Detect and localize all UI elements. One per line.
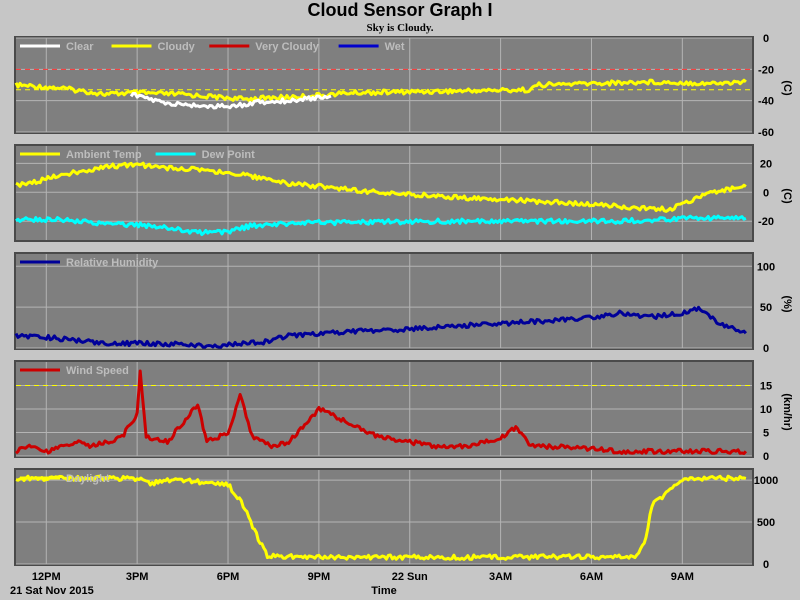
x-tick-label: 6AM <box>580 571 603 583</box>
plot-area-3 <box>16 254 752 348</box>
legend-label: Very Cloudy <box>255 41 319 53</box>
x-axis-start-date: 21 Sat Nov 2015 <box>10 585 94 597</box>
y-axis-unit: (C) <box>781 188 793 204</box>
legend-label: Clear <box>66 41 94 53</box>
series-line-daylight <box>15 474 747 561</box>
y-tick-label: 50 <box>760 302 772 314</box>
y-axis-unit: (C) <box>781 80 793 96</box>
y-tick-label: -60 <box>758 127 774 139</box>
y-tick-label: 0 <box>763 187 769 199</box>
legend-label: Ambient Temp <box>66 149 142 161</box>
series-line-wind-speed <box>15 369 748 455</box>
legend-label: Wind Speed <box>66 365 129 377</box>
y-tick-label: -40 <box>758 96 774 108</box>
y-tick-label: 20 <box>760 158 772 170</box>
series-line-cloudy <box>14 78 747 103</box>
plot-area-1 <box>16 38 752 132</box>
y-tick-label: 500 <box>757 517 775 529</box>
legend-label: Cloudy <box>158 41 196 53</box>
legend-label: Daylight <box>66 473 110 485</box>
legend-label: Wet <box>385 41 405 53</box>
series-line-dew-point <box>15 214 747 237</box>
y-tick-label: -20 <box>758 64 774 76</box>
x-tick-label: 9PM <box>308 571 331 583</box>
x-tick-label: 12PM <box>32 571 61 583</box>
legend-label: Dew Point <box>202 149 256 161</box>
y-tick-label: 100 <box>757 261 775 273</box>
legend-label: Relative Humidity <box>66 257 159 269</box>
y-tick-label: 0 <box>763 559 769 571</box>
y-tick-label: 1000 <box>754 475 778 487</box>
series-line-ambient-temp <box>15 161 747 213</box>
y-axis-unit: (km/hr) <box>781 393 793 431</box>
y-tick-label: 15 <box>760 381 772 393</box>
y-tick-label: 5 <box>763 428 769 440</box>
x-axis-label: Time <box>371 585 396 597</box>
y-tick-label: -20 <box>758 216 774 228</box>
y-axis-unit: (%) <box>781 295 793 312</box>
y-tick-label: 0 <box>763 343 769 355</box>
plot-area-5 <box>16 470 752 564</box>
x-tick-label: 3PM <box>126 571 149 583</box>
x-tick-label: 22 Sun <box>392 571 428 583</box>
y-tick-label: 10 <box>760 404 772 416</box>
series-line-relative-humidity <box>14 305 748 349</box>
y-tick-label: 0 <box>763 33 769 45</box>
x-tick-label: 6PM <box>217 571 240 583</box>
chart-title: Cloud Sensor Graph I <box>307 0 493 20</box>
x-tick-label: 9AM <box>671 571 694 583</box>
y-tick-label: 0 <box>763 451 769 463</box>
series-line-clear <box>129 92 332 110</box>
chart-subtitle: Sky is Cloudy. <box>366 22 434 34</box>
x-tick-label: 3AM <box>489 571 512 583</box>
